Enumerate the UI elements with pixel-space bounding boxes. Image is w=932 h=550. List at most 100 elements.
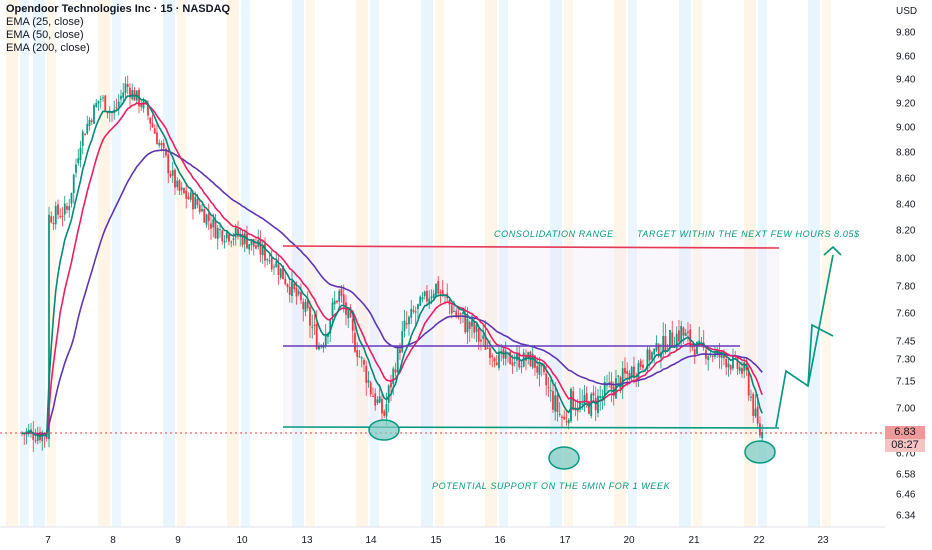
legend-ema-25[interactable]: EMA (25, close) <box>6 16 84 28</box>
candle-body <box>567 419 570 424</box>
currency-label[interactable]: USD <box>896 6 918 17</box>
candle-body <box>583 395 586 405</box>
candle-body <box>90 120 93 123</box>
candle-body <box>473 321 476 333</box>
candle-body <box>491 355 494 357</box>
candle-body <box>279 268 282 278</box>
candle-body <box>729 365 732 370</box>
candle-body <box>360 357 363 359</box>
candle-body <box>617 375 620 377</box>
support-marker-22[interactable] <box>744 440 776 464</box>
candle-body <box>282 265 284 280</box>
ema-25-line[interactable] <box>21 93 763 438</box>
support-marker-17[interactable] <box>548 446 580 470</box>
candle-body <box>61 215 64 217</box>
candle-body <box>621 368 624 389</box>
candle-body <box>720 352 723 358</box>
bar-countdown-tag: 08:27 <box>885 439 925 452</box>
candle-body <box>169 174 172 177</box>
candle-body <box>318 345 320 350</box>
symbol-title[interactable]: Opendoor Technologies Inc · 15 · NASDAQ <box>6 3 231 15</box>
candle-body <box>183 188 185 194</box>
consolidation-range-label: CONSOLIDATION RANGE <box>494 229 614 239</box>
legend-ema-50[interactable]: EMA (50, close) <box>6 29 84 41</box>
candle-body <box>277 264 280 275</box>
candle-body <box>214 220 217 239</box>
consolidation-range-fill <box>283 246 779 428</box>
candle-body <box>79 147 82 161</box>
projection-path <box>775 245 842 428</box>
legend-ema-200[interactable]: EMA (200, close) <box>6 42 90 54</box>
time-tick-label: 22 <box>753 535 765 546</box>
candle-body <box>648 349 651 361</box>
time-tick-label: 16 <box>494 535 506 546</box>
candle-body <box>624 367 626 374</box>
candle-body <box>225 232 228 239</box>
candle-body <box>248 244 251 250</box>
candle-body <box>687 331 689 333</box>
candle-body <box>756 406 759 424</box>
candle-body <box>75 164 77 173</box>
projection-zigzag[interactable] <box>775 254 834 428</box>
candle-body <box>232 238 235 240</box>
candle-body <box>286 284 289 288</box>
candle-body <box>266 259 269 261</box>
candle-body <box>678 330 680 342</box>
candle-body <box>367 379 370 383</box>
candle-body <box>671 332 674 346</box>
session-band <box>33 0 45 527</box>
session-band <box>6 0 18 527</box>
candle-body <box>102 97 104 99</box>
candle-body <box>363 359 365 365</box>
support-marker-14[interactable] <box>368 419 400 441</box>
candle-body <box>725 358 728 368</box>
candle-body <box>464 313 467 333</box>
candle-body <box>561 416 563 418</box>
candle-body <box>216 227 219 239</box>
candle-body <box>441 290 444 296</box>
candle-body <box>99 98 102 100</box>
candle-body <box>52 222 55 224</box>
candle-body <box>50 216 53 223</box>
session-band <box>758 0 767 527</box>
candle-body <box>732 356 734 369</box>
candle-body <box>149 117 152 124</box>
candle-body <box>264 243 266 261</box>
session-band <box>628 0 637 527</box>
ema-50-line[interactable] <box>21 102 763 437</box>
candle-body <box>300 292 302 301</box>
candle-body <box>223 240 226 243</box>
candle-body <box>534 355 536 368</box>
candle-body <box>165 148 167 156</box>
candle-body <box>698 340 701 343</box>
session-band <box>20 0 29 527</box>
candle-body <box>466 318 469 333</box>
session-band <box>435 0 444 527</box>
candle-body <box>331 302 334 316</box>
candle-body <box>120 95 122 100</box>
candle-body <box>41 432 44 442</box>
candle-body <box>423 291 426 296</box>
candle-body <box>383 411 386 416</box>
session-band <box>499 0 508 527</box>
candle-body <box>538 362 541 375</box>
candle-body <box>414 311 417 313</box>
candle-body <box>500 350 503 353</box>
candle-body <box>585 393 588 401</box>
candle-body <box>36 434 39 441</box>
chart-legend: Opendoor Technologies Inc · 15 · NASDAQ … <box>6 3 230 55</box>
candle-body <box>351 318 354 331</box>
resistance-line[interactable] <box>282 245 780 249</box>
session-band <box>177 0 186 527</box>
candle-body <box>189 192 192 200</box>
candle-body <box>394 369 397 373</box>
candle-body <box>329 319 332 334</box>
candle-body <box>468 321 471 329</box>
time-tick-label: 8 <box>110 535 116 546</box>
candle-body <box>194 196 197 209</box>
support-line[interactable] <box>282 426 780 429</box>
candle-body <box>486 347 489 349</box>
session-band <box>808 0 820 527</box>
candle-body <box>219 229 221 231</box>
